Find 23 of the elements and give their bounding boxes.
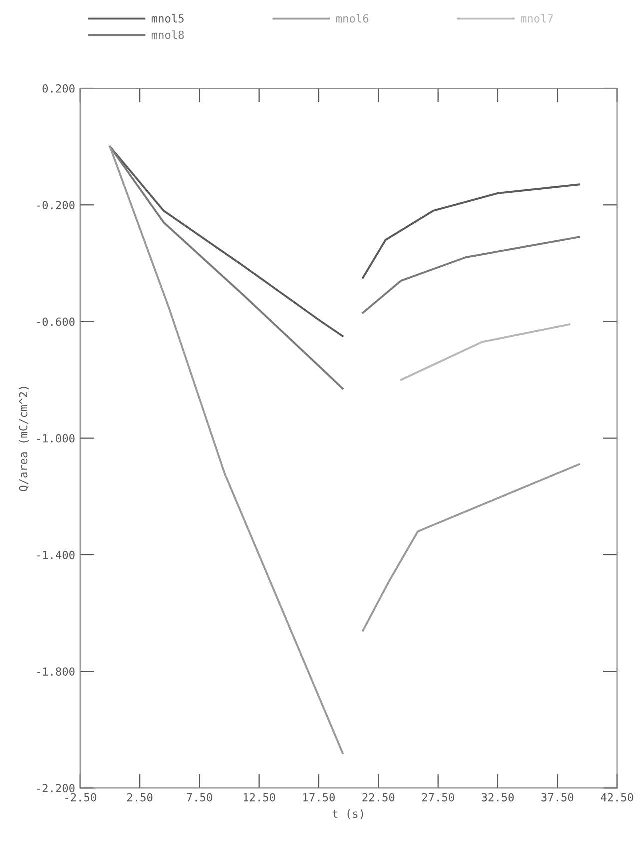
x-tick-label: 7.50 bbox=[187, 793, 212, 802]
y-tick-label: -0.200 bbox=[37, 201, 75, 210]
y-tick-label: 0.200 bbox=[42, 84, 75, 93]
y-tick-label: -2.200 bbox=[37, 784, 75, 793]
text: mnol8 bbox=[152, 30, 184, 40]
x-tick-label: -2.50 bbox=[66, 793, 96, 802]
x-tick-label: 42.50 bbox=[601, 793, 634, 802]
x-tick-label: 17.50 bbox=[304, 793, 336, 802]
y-tick-label: -1.000 bbox=[37, 434, 75, 443]
x-tick-label: 22.50 bbox=[362, 793, 395, 802]
x-axis-title: t (s) bbox=[332, 810, 364, 820]
x-tick-label: 27.50 bbox=[422, 793, 454, 802]
y-tick-label: -1.800 bbox=[37, 668, 75, 676]
x-tick-label: 12.50 bbox=[244, 793, 276, 802]
x-tick-label: 37.50 bbox=[542, 793, 574, 802]
text: mnol7 bbox=[521, 14, 554, 23]
y-axis-title: Q/area (mC/cm^2) bbox=[19, 387, 29, 492]
x-tick-label: 2.50 bbox=[127, 793, 153, 802]
text: mnol5 bbox=[152, 14, 184, 23]
y-tick-label: -1.400 bbox=[37, 550, 75, 560]
y-tick-label: -0.600 bbox=[37, 318, 75, 326]
text: mnol6 bbox=[336, 14, 369, 23]
x-tick-label: 32.50 bbox=[482, 793, 514, 802]
